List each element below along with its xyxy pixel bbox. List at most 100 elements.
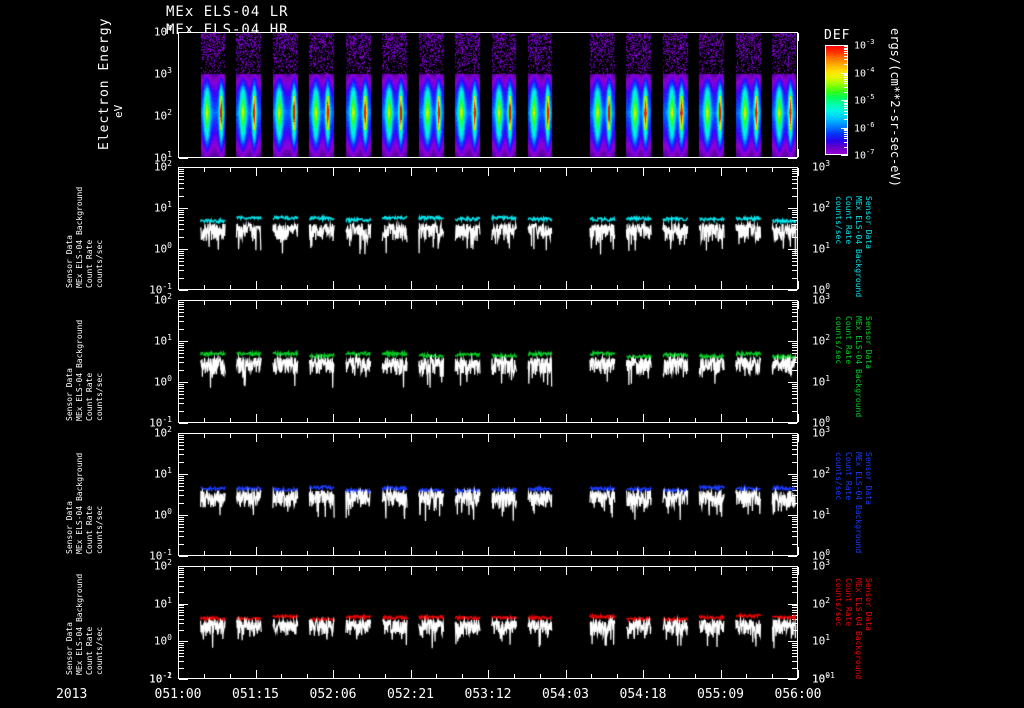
ytick-major-left: [179, 290, 188, 291]
ytick-major-right: [788, 566, 797, 567]
ytick-major-left: [179, 300, 188, 301]
xtick-major-bottom: [798, 670, 799, 678]
ytick-major-right: [788, 290, 797, 291]
colorbar-tick-minor: [844, 142, 848, 143]
xtick-major-top: [798, 434, 799, 442]
xaxis-tick-label: 051:00: [154, 687, 202, 702]
xtick-major-bottom: [178, 547, 179, 555]
panel3-left-title-l4: counts/sec: [95, 505, 104, 554]
ytick-major-left: [179, 566, 188, 567]
count-rate-traces-2: [179, 301, 797, 422]
ytick-major-right: [788, 433, 797, 434]
panel3-left-title-l2: MEx ELS-04 Background: [75, 452, 84, 554]
xaxis-tick-label: 054:03: [542, 687, 589, 702]
xtick-major-bottom: [178, 414, 179, 422]
count-rate-traces-3: [179, 434, 797, 555]
yaxis-label-left: 104: [153, 24, 172, 39]
yaxis-label-right: 100: [812, 548, 831, 563]
spectrogram-y-title: Electron Energy: [97, 17, 112, 150]
panel2-left-title-l1: Sensor Data: [65, 368, 74, 421]
panel2-right-title-l1: Sensor Data: [864, 316, 873, 369]
colorbar-tick-minor: [844, 111, 848, 112]
colorbar-tick-label: 10-5: [854, 93, 875, 107]
xaxis-tick-label: 055:09: [697, 687, 744, 702]
colorbar-unit: ergs/(cm**2-sr-sec-eV): [888, 28, 902, 187]
ytick-major-left: [179, 423, 188, 424]
colorbar-tick: [841, 73, 848, 74]
colorbar-tick-minor: [844, 108, 848, 109]
colorbar-tick: [841, 155, 848, 156]
panel2-right-title-l2: MEx ELS-04 Background: [854, 316, 863, 418]
yaxis-label-right: 102: [812, 333, 831, 348]
colorbar-tick-minor: [844, 87, 848, 88]
colorbar-tick-minor: [844, 79, 848, 80]
yaxis-label-right: 103: [812, 292, 831, 307]
yaxis-label-left: 100: [153, 374, 172, 389]
yaxis-label-right: 101: [812, 374, 831, 389]
yaxis-label-right: 103: [812, 159, 831, 174]
colorbar-tick-minor: [844, 46, 848, 47]
yaxis-label-left: 102: [153, 425, 172, 440]
colorbar-tick-minor: [844, 51, 848, 52]
yaxis-label-right: 101: [812, 633, 831, 648]
colorbar-tick: [841, 128, 848, 129]
yaxis-label-right: 102: [812, 200, 831, 215]
colorbar-tick-minor: [844, 138, 848, 139]
panel1-left-title-l3: Count Rate: [85, 239, 94, 288]
xaxis-tick-label: 056:00: [774, 687, 822, 702]
ytick-major-right: [788, 158, 797, 159]
ytick-major-right: [788, 679, 797, 680]
ytick-major-left: [179, 679, 188, 680]
yaxis-label-left: 10-1: [149, 282, 172, 297]
yaxis-label-right: 103: [812, 558, 831, 573]
colorbar-label: DEF: [824, 28, 851, 43]
yaxis-label-right: 103: [812, 425, 831, 440]
xaxis-tick-label: 053:12: [464, 687, 512, 702]
colorbar-tick-label: 10-7: [854, 148, 875, 162]
yaxis-label-left: 10-1: [149, 415, 172, 430]
colorbar-tick-minor: [844, 106, 848, 107]
panel4-left-title-l1: Sensor Data: [65, 622, 74, 675]
ytick-major-right: [788, 167, 797, 168]
xtick-major-bottom: [798, 547, 799, 555]
xaxis-tick-label: 054:18: [619, 687, 667, 702]
xtick-major-bottom: [798, 414, 799, 422]
yaxis-label-left: 100: [153, 241, 172, 256]
yaxis-label-left: 10-1: [149, 548, 172, 563]
colorbar-tick-minor: [844, 103, 848, 104]
panel1-left-title-l1: Sensor Data: [65, 235, 74, 288]
colorbar-tick-minor: [844, 53, 848, 54]
panel2-left-title-l3: Count Rate: [85, 372, 94, 421]
yaxis-label-right: 100: [812, 282, 831, 297]
count-rate-traces-1: [179, 168, 797, 289]
colorbar-tick-minor: [844, 136, 848, 137]
spectrogram-image: [179, 33, 797, 157]
colorbar-tick-minor: [844, 56, 848, 57]
yaxis-label-right: 101: [812, 241, 831, 256]
xtick-major-bottom: [178, 281, 179, 289]
panel1-right-title-l1: Sensor Data: [864, 196, 873, 249]
yaxis-label-left-extra: 10-2: [149, 671, 172, 686]
ytick-major-right: [788, 423, 797, 424]
yaxis-label-left: 101: [153, 150, 172, 165]
yaxis-label-left: 101: [153, 200, 172, 215]
yaxis-label-left: 101: [153, 333, 172, 348]
colorbar-tick-minor: [844, 59, 848, 60]
ytick-major-left: [179, 32, 188, 33]
yaxis-label-right: 101: [812, 507, 831, 522]
panel1-left-title-l4: counts/sec: [95, 239, 104, 288]
panel3-right-title-l1: Sensor Data: [864, 452, 873, 505]
xtick-major-bottom: [798, 281, 799, 289]
colorbar-tick-minor: [844, 130, 848, 131]
panel3-left-title-l3: Count Rate: [85, 505, 94, 554]
colorbar-tick-minor: [844, 104, 848, 105]
xaxis-year: 2013: [56, 687, 88, 702]
colorbar-tick-minor: [844, 129, 848, 130]
panel4-left-title-l2: MEx ELS-04 Background: [75, 573, 84, 675]
count-rate-traces-4: [179, 567, 797, 678]
xtick-major-top: [798, 567, 799, 575]
colorbar-tick-minor: [844, 75, 848, 76]
title-line-1: MEx ELS-04 LR: [166, 4, 289, 20]
colorbar-tick-minor: [844, 64, 848, 65]
